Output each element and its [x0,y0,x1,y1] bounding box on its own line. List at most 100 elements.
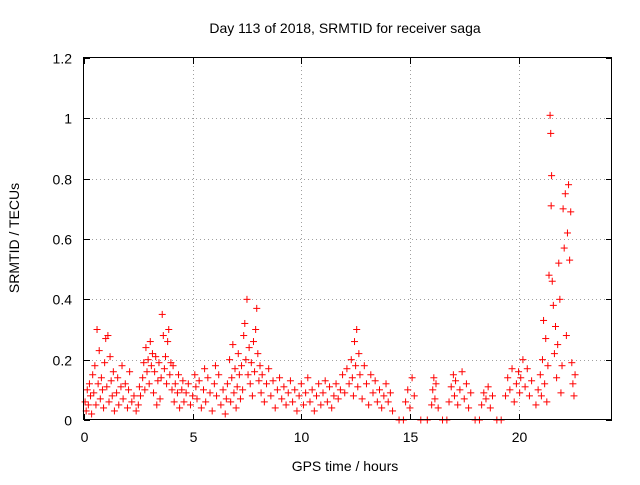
data-point [153,401,161,409]
data-point [546,111,554,119]
data-point [179,377,187,385]
data-point [197,404,205,412]
data-point [516,389,524,397]
data-point [508,365,516,373]
data-point [229,341,237,349]
data-point [142,344,150,352]
data-point [115,401,123,409]
data-point [299,401,307,409]
data-point [260,398,268,406]
data-point [219,386,227,394]
data-point [168,386,176,394]
data-point [548,277,556,285]
x-tick-label: 5 [190,429,198,445]
data-point [549,301,557,309]
data-point [141,386,149,394]
data-point [97,374,105,382]
data-point [354,383,362,391]
data-point [286,377,294,385]
data-point [158,310,166,318]
data-point [323,398,331,406]
data-point [553,374,561,382]
data-point [278,395,286,403]
data-point [428,401,436,409]
data-point [156,395,164,403]
data-point [125,386,133,394]
data-point [297,380,305,388]
data-point [258,371,266,379]
data-point [232,404,240,412]
data-point [343,365,351,373]
data-point [408,374,416,382]
data-point [547,202,555,210]
data-point [186,401,194,409]
y-tick-label: 1 [64,111,72,127]
data-point [289,398,297,406]
data-point [543,398,551,406]
y-axis-label: SRMTID / TECUs [6,183,22,293]
data-point [373,398,381,406]
data-point [222,395,230,403]
data-point [532,401,540,409]
data-point [360,362,368,370]
data-point [452,377,460,385]
data-point [445,398,453,406]
data-point [548,172,556,180]
data-point [351,338,359,346]
data-point [103,383,111,391]
data-point [348,374,356,382]
data-point [208,407,216,415]
data-point [291,386,299,394]
data-point [541,380,549,388]
data-point [148,350,156,358]
data-point [238,362,246,370]
data-point [84,401,92,409]
data-point [449,371,457,379]
data-point [134,401,142,409]
data-point [176,404,184,412]
data-point [478,401,486,409]
data-point [355,350,363,358]
data-point [248,392,256,400]
data-point [458,368,466,376]
data-point [521,383,529,391]
y-tick-label: 1.2 [53,51,73,67]
data-point [130,392,138,400]
data-point [145,380,153,388]
data-point [353,326,361,333]
y-tick-label: 0.2 [53,353,73,369]
data-point [550,350,558,358]
data-point [284,389,292,397]
data-point [330,392,338,400]
data-point [429,386,437,394]
data-point [567,208,575,216]
data-point [109,368,117,376]
data-point [249,338,257,346]
data-point [510,398,518,406]
data-point [110,407,118,415]
data-point [123,404,131,412]
data-point [321,377,329,385]
data-point [273,386,281,394]
data-point [140,359,148,367]
data-point [94,380,102,388]
data-point [246,380,254,388]
data-point [95,347,103,355]
data-point [93,326,101,333]
data-point [135,383,143,391]
data-point [240,332,248,340]
data-point [538,356,546,364]
data-point [193,395,201,403]
data-point [139,374,147,382]
data-point [155,359,163,367]
data-point [159,332,167,340]
data-point [243,295,251,303]
data-point [91,362,99,370]
data-point [571,371,579,379]
data-point [201,365,209,373]
data-point [164,338,172,346]
data-point [234,350,242,358]
data-point [562,332,570,340]
data-point [104,332,112,340]
data-point [169,362,177,370]
